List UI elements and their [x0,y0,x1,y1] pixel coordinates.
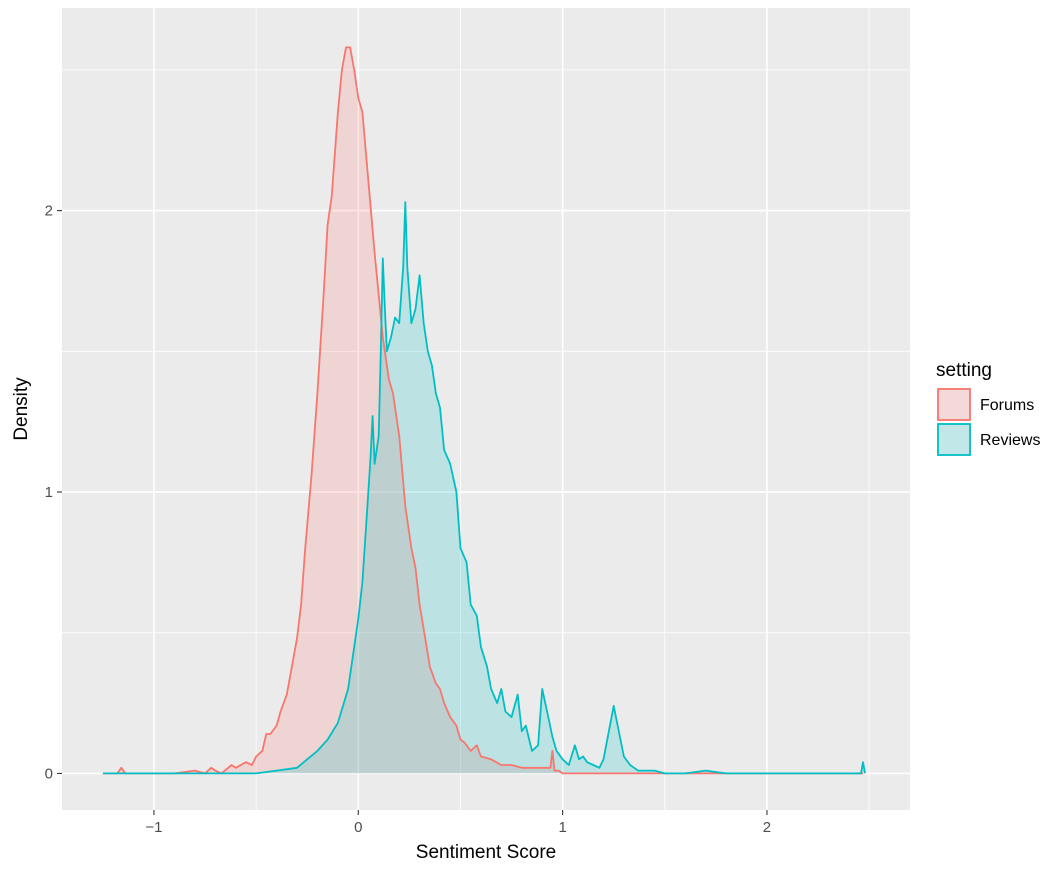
x-axis: −1 0 1 2 [145,810,771,836]
density-lines [102,46,866,775]
y-axis-title: Density [11,377,32,441]
legend-key-background [937,423,971,456]
x-tick-label: 1 [558,819,566,836]
density-line-forums [102,46,863,775]
panel-background [62,8,910,810]
legend: setting Forums Reviews [936,360,1040,456]
legend-label-reviews: Reviews [980,432,1040,449]
x-tick-label: 0 [354,819,362,836]
x-axis-title: Sentiment Score [416,842,556,863]
y-tick-label: 0 [45,765,53,782]
y-tick-label: 2 [45,203,53,220]
y-tick-label: 1 [45,484,53,501]
x-tick-label: −1 [145,819,162,836]
legend-key-background [937,388,971,421]
y-axis: 0 1 2 [45,203,62,782]
x-tick-label: 2 [763,819,771,836]
legend-key-forums [937,388,971,421]
density-line-reviews [102,201,866,775]
legend-label-forums: Forums [980,397,1034,414]
legend-key-reviews [937,423,971,456]
legend-title: setting [936,360,992,381]
minor-gridlines [62,8,910,810]
legend-items: Forums Reviews [937,388,1040,456]
